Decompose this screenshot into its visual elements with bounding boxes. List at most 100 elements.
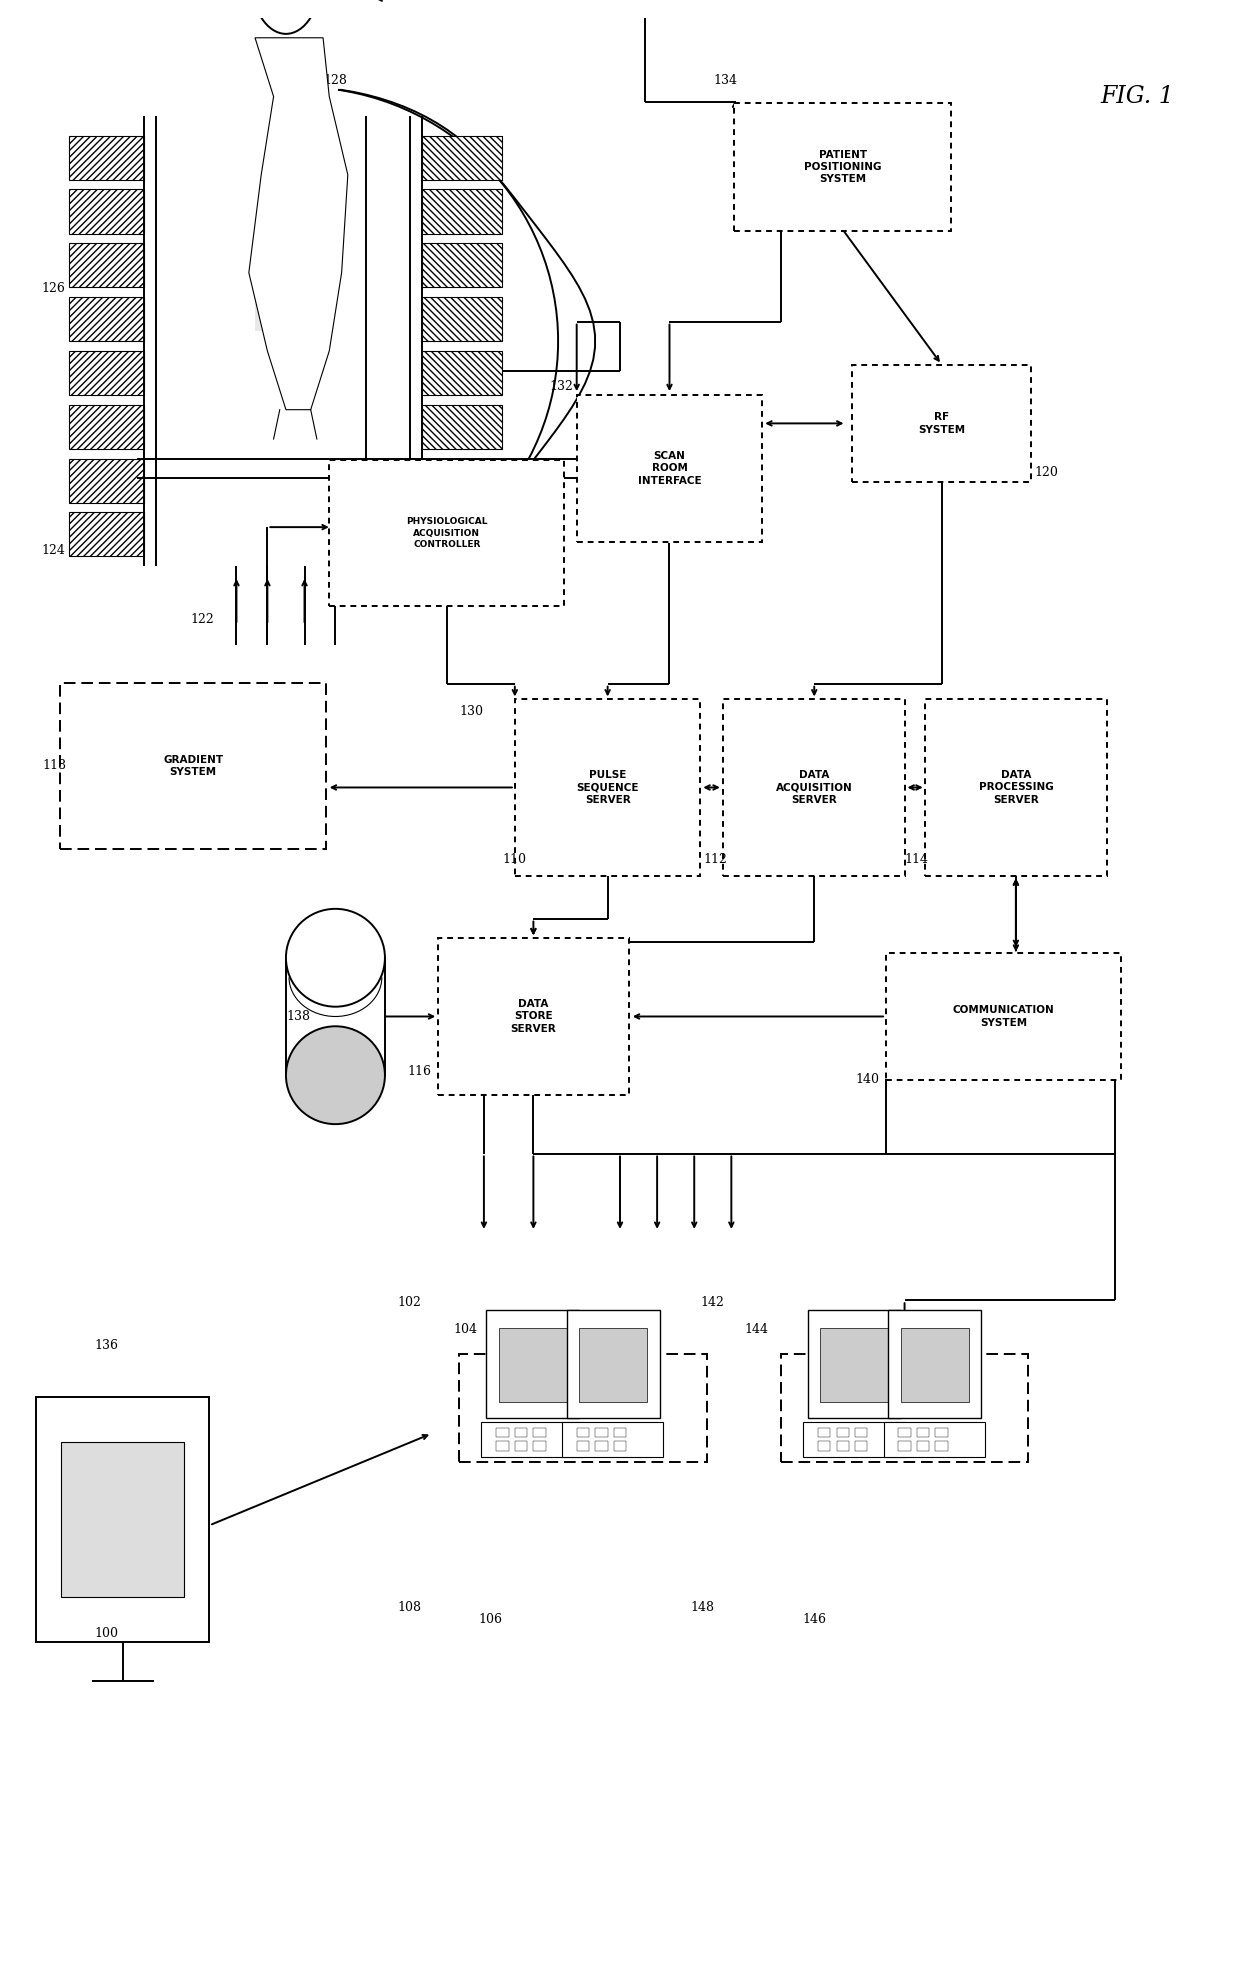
Circle shape bbox=[252, 0, 321, 34]
Text: 146: 146 bbox=[802, 1613, 826, 1625]
Bar bbox=[821, 1329, 889, 1402]
Bar bbox=[422, 243, 502, 287]
Bar bbox=[818, 1427, 831, 1437]
Text: DATA
ACQUISITION
SERVER: DATA ACQUISITION SERVER bbox=[776, 771, 853, 805]
Bar bbox=[935, 1427, 947, 1437]
Text: 138: 138 bbox=[286, 1010, 310, 1022]
Ellipse shape bbox=[286, 909, 384, 1006]
FancyBboxPatch shape bbox=[459, 1354, 707, 1461]
Text: 148: 148 bbox=[691, 1601, 715, 1613]
Bar bbox=[422, 512, 502, 556]
Bar bbox=[577, 1441, 589, 1451]
Bar bbox=[69, 297, 144, 342]
Bar bbox=[69, 136, 144, 180]
FancyBboxPatch shape bbox=[723, 700, 905, 876]
Bar bbox=[496, 1441, 508, 1451]
Text: PULSE
SEQUENCE
SERVER: PULSE SEQUENCE SERVER bbox=[577, 771, 639, 805]
Text: 144: 144 bbox=[744, 1323, 768, 1336]
Text: 140: 140 bbox=[856, 1074, 879, 1085]
Text: 142: 142 bbox=[701, 1295, 724, 1309]
Text: 126: 126 bbox=[41, 283, 66, 295]
Bar bbox=[856, 1427, 868, 1437]
Text: SCAN
ROOM
INTERFACE: SCAN ROOM INTERFACE bbox=[637, 451, 702, 486]
Bar bbox=[515, 1427, 527, 1437]
Text: RF
SYSTEM: RF SYSTEM bbox=[918, 411, 965, 435]
Bar bbox=[900, 1329, 968, 1402]
Bar bbox=[614, 1441, 626, 1451]
Bar bbox=[498, 1329, 567, 1402]
FancyBboxPatch shape bbox=[734, 103, 951, 231]
Bar bbox=[69, 459, 144, 502]
FancyBboxPatch shape bbox=[852, 364, 1032, 482]
Polygon shape bbox=[249, 38, 347, 409]
FancyBboxPatch shape bbox=[36, 1398, 210, 1641]
FancyBboxPatch shape bbox=[808, 1311, 900, 1418]
Text: DATA
STORE
SERVER: DATA STORE SERVER bbox=[511, 998, 557, 1034]
Text: PHYSIOLOGICAL
ACQUISITION
CONTROLLER: PHYSIOLOGICAL ACQUISITION CONTROLLER bbox=[405, 518, 487, 548]
Bar bbox=[916, 1427, 929, 1437]
FancyBboxPatch shape bbox=[781, 1354, 1028, 1461]
Bar bbox=[614, 1427, 626, 1437]
FancyBboxPatch shape bbox=[889, 1311, 981, 1418]
Bar bbox=[69, 512, 144, 556]
Text: 128: 128 bbox=[324, 75, 347, 87]
Text: 106: 106 bbox=[479, 1613, 502, 1625]
Text: NETWORKED
WORKSTATION: NETWORKED WORKSTATION bbox=[862, 1398, 947, 1419]
Text: 114: 114 bbox=[905, 854, 929, 866]
Bar bbox=[595, 1441, 608, 1451]
Text: 134: 134 bbox=[713, 75, 737, 87]
Bar bbox=[422, 459, 502, 502]
Bar bbox=[916, 1441, 929, 1451]
FancyBboxPatch shape bbox=[925, 700, 1107, 876]
Text: 132: 132 bbox=[549, 380, 574, 393]
Text: FIG. 1: FIG. 1 bbox=[1100, 85, 1174, 109]
Bar bbox=[533, 1441, 546, 1451]
FancyBboxPatch shape bbox=[567, 1311, 660, 1418]
FancyBboxPatch shape bbox=[515, 700, 701, 876]
Bar bbox=[837, 1427, 849, 1437]
Text: 124: 124 bbox=[41, 544, 66, 558]
Bar bbox=[61, 1441, 185, 1597]
Text: 104: 104 bbox=[454, 1323, 477, 1336]
Text: DATA
PROCESSING
SERVER: DATA PROCESSING SERVER bbox=[978, 771, 1053, 805]
Bar bbox=[837, 1441, 849, 1451]
Text: 116: 116 bbox=[408, 1066, 432, 1077]
FancyBboxPatch shape bbox=[804, 1421, 904, 1457]
Text: OPERATOR
WORKSTATION: OPERATOR WORKSTATION bbox=[539, 1398, 626, 1419]
Text: 110: 110 bbox=[503, 854, 527, 866]
FancyBboxPatch shape bbox=[438, 939, 629, 1095]
Bar bbox=[579, 1329, 647, 1402]
Bar bbox=[422, 297, 502, 342]
Bar bbox=[898, 1441, 910, 1451]
Ellipse shape bbox=[286, 1026, 384, 1125]
Bar bbox=[422, 405, 502, 449]
Text: 122: 122 bbox=[190, 613, 213, 625]
Bar bbox=[422, 352, 502, 395]
FancyBboxPatch shape bbox=[884, 1421, 985, 1457]
Bar bbox=[898, 1427, 910, 1437]
FancyBboxPatch shape bbox=[330, 459, 564, 607]
FancyBboxPatch shape bbox=[887, 953, 1121, 1079]
Bar bbox=[69, 405, 144, 449]
Bar bbox=[818, 1441, 831, 1451]
Bar bbox=[595, 1427, 608, 1437]
Bar bbox=[422, 190, 502, 233]
Bar bbox=[496, 1427, 508, 1437]
Bar bbox=[69, 243, 144, 287]
FancyBboxPatch shape bbox=[486, 1311, 579, 1418]
Text: 108: 108 bbox=[398, 1601, 422, 1613]
Text: 118: 118 bbox=[42, 759, 67, 773]
Bar bbox=[577, 1427, 589, 1437]
Bar bbox=[935, 1441, 947, 1451]
Bar bbox=[69, 190, 144, 233]
Text: COMMUNICATION
SYSTEM: COMMUNICATION SYSTEM bbox=[952, 1004, 1054, 1028]
Bar bbox=[533, 1427, 546, 1437]
Bar bbox=[515, 1441, 527, 1451]
FancyBboxPatch shape bbox=[61, 682, 326, 850]
Text: PATIENT
POSITIONING
SYSTEM: PATIENT POSITIONING SYSTEM bbox=[804, 150, 882, 184]
Bar bbox=[69, 352, 144, 395]
Text: 100: 100 bbox=[94, 1627, 119, 1639]
Bar bbox=[255, 223, 317, 332]
Bar bbox=[422, 136, 502, 180]
Text: 112: 112 bbox=[703, 854, 727, 866]
